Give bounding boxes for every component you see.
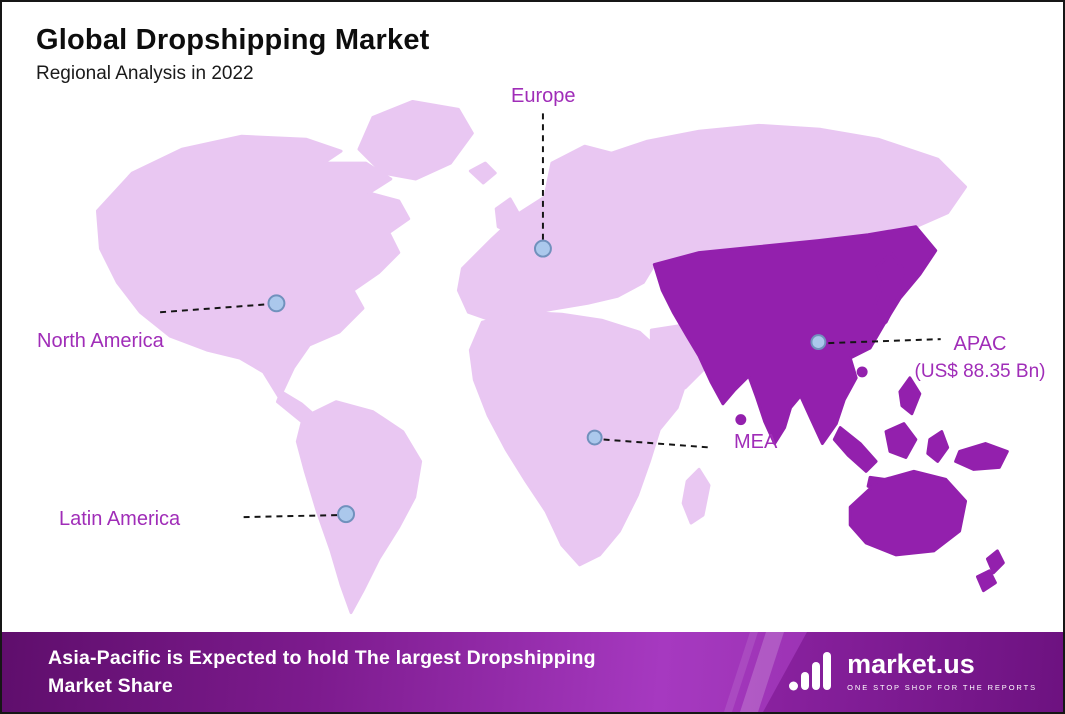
region-australia <box>848 469 968 557</box>
continent-south-america <box>295 400 423 615</box>
footer-banner: Asia-Pacific is Expected to hold The lar… <box>2 632 1063 712</box>
label-latin-america: Latin America <box>59 508 181 530</box>
marker-dot-north-america <box>267 294 286 313</box>
banner-headline: Asia-Pacific is Expected to hold The lar… <box>48 644 596 701</box>
island-new-zealand-south <box>976 569 997 593</box>
island-new-guinea <box>954 442 1009 471</box>
island-madagascar <box>681 467 711 525</box>
label-europe: Europe <box>511 85 576 107</box>
leader-line-mea <box>603 438 711 449</box>
marker-dot-apac <box>810 334 827 351</box>
island-philippines <box>898 376 922 416</box>
leader-line-north-america <box>160 303 268 314</box>
brand-name: market.us <box>847 648 975 679</box>
banner-headline-line1: Asia-Pacific is Expected to hold The lar… <box>48 647 596 669</box>
label-apac-value: (US$ 88.35 Bn) <box>914 361 1046 382</box>
label-north-america: North America <box>37 330 164 352</box>
island-sulawesi <box>926 430 950 463</box>
marker-dot-europe <box>533 239 552 258</box>
island-iceland <box>468 161 497 185</box>
brand-text: market.us ONE STOP SHOP FOR THE REPORTS <box>847 648 1037 692</box>
banner-headline-line2: Market Share <box>48 675 173 698</box>
island-sri-lanka <box>735 414 747 426</box>
label-mea: MEA <box>734 431 778 453</box>
region-apac-asia <box>652 225 938 446</box>
header: Global Dropshipping Market Regional Anal… <box>36 24 430 85</box>
marker-dot-mea <box>586 429 603 446</box>
marker-dot-latin-america <box>337 505 356 524</box>
continent-north-america <box>95 134 411 400</box>
island-borneo <box>884 422 918 459</box>
island-japan <box>872 251 906 324</box>
island-taiwan <box>856 366 868 378</box>
page-subtitle: Regional Analysis in 2022 <box>36 63 254 84</box>
page-title: Global Dropshipping Market <box>36 24 430 56</box>
leader-line-apac <box>828 338 941 345</box>
market-us-logo-icon <box>789 652 832 691</box>
continent-africa <box>468 310 689 567</box>
brand: market.us ONE STOP SHOP FOR THE REPORTS <box>787 646 1037 696</box>
label-apac: APAC <box>953 333 1007 355</box>
continent-greenland <box>357 99 474 181</box>
island-new-zealand-north <box>985 549 1005 575</box>
label-apac-block: APAC (US$ 88.35 Bn) <box>905 333 1055 383</box>
island-uk <box>494 197 520 235</box>
leader-line-latin-america <box>243 514 338 519</box>
brand-tagline: ONE STOP SHOP FOR THE REPORTS <box>847 682 1037 692</box>
island-sumatra <box>832 426 878 473</box>
